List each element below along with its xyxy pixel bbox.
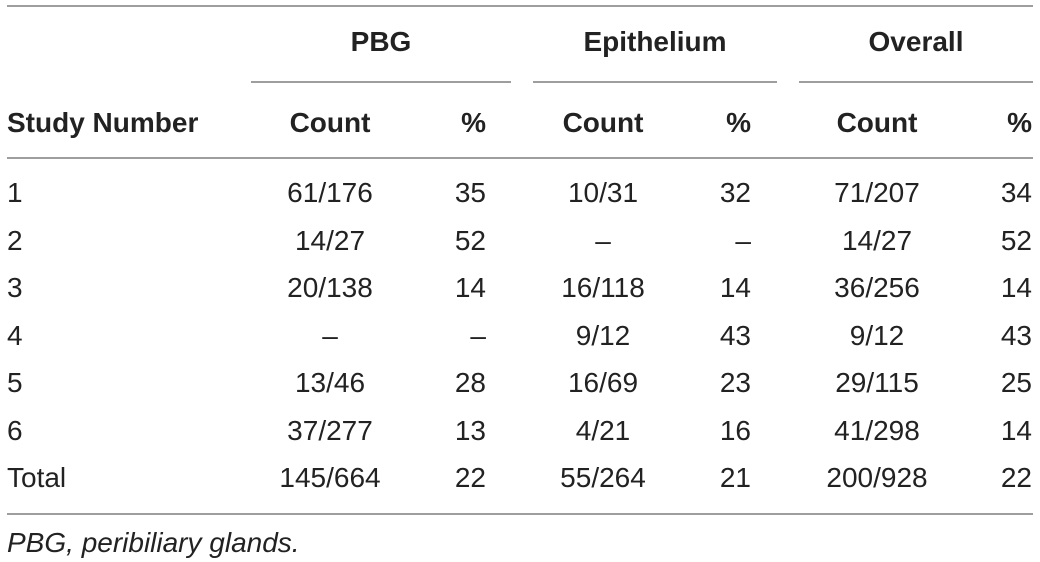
- pbg-count-cell: 145/664: [279, 462, 381, 493]
- overall-count-cell: 29/115: [835, 367, 919, 398]
- pbg-percent-cell: 52: [454, 224, 486, 256]
- epithelium-percent-cell: –: [735, 224, 751, 256]
- epithelium-percent-cell: 14: [719, 272, 751, 303]
- epithelium-count-cell: 16/118: [561, 272, 645, 303]
- epithelium-percent-cell: 23: [719, 367, 751, 398]
- overall-count-cell: 36/256: [834, 272, 920, 303]
- overall-count-cell: 9/12: [849, 319, 905, 351]
- pbg-count-cell: 13/46: [294, 367, 366, 398]
- overall-percent-cell: 43: [1000, 319, 1032, 351]
- pbg-count-cell: 61/176: [287, 177, 373, 208]
- pbg-count-cell: –: [322, 319, 338, 351]
- overall-percent-cell: 14: [1000, 414, 1032, 446]
- overall-count-cell: 41/298: [834, 414, 920, 446]
- overall-percent-cell: 22: [1000, 462, 1032, 493]
- study-number-cell: Total: [7, 462, 67, 493]
- epithelium-percent-cell: 16: [719, 414, 751, 446]
- group-header-epithelium: Epithelium: [583, 26, 727, 57]
- epithelium-count-cell: 16/69: [567, 367, 639, 398]
- overall-count-cell: 200/928: [826, 462, 928, 493]
- overall-count-cell: 14/27: [841, 224, 913, 256]
- subheader-epithelium-count: Count: [562, 107, 644, 138]
- pbg-count-cell: 37/277: [287, 414, 373, 446]
- pbg-count-cell: 14/27: [294, 224, 366, 256]
- subheader-overall-percent: %: [1007, 107, 1032, 138]
- group-header-overall: Overall: [868, 26, 964, 57]
- overall-percent-cell: 52: [1000, 224, 1032, 256]
- epithelium-percent-cell: 32: [719, 177, 751, 208]
- study-number-cell: 3: [7, 272, 23, 303]
- pbg-percent-cell: –: [470, 319, 486, 351]
- subheader-epithelium-percent: %: [726, 107, 751, 138]
- pbg-percent-cell: 35: [454, 177, 486, 208]
- pbg-percent-cell: 13: [454, 414, 486, 446]
- overall-percent-cell: 25: [1000, 367, 1032, 398]
- group-rule-pbg: [251, 81, 511, 83]
- pbg-count-cell: 20/138: [287, 272, 373, 303]
- pbg-percent-cell: 14: [454, 272, 486, 303]
- epithelium-count-cell: 55/264: [560, 462, 646, 493]
- header-rule: [7, 157, 1033, 159]
- epithelium-count-cell: 9/12: [575, 319, 631, 351]
- study-number-cell: 4: [7, 319, 23, 351]
- study-number-cell: 1: [7, 177, 23, 208]
- study-number-cell: 5: [7, 367, 23, 398]
- subheader-pbg-count: Count: [289, 107, 371, 138]
- epithelium-percent-cell: 43: [719, 319, 751, 351]
- group-header-pbg: PBG: [350, 26, 412, 57]
- overall-count-cell: 71/207: [834, 177, 920, 208]
- epithelium-percent-cell: 21: [719, 462, 751, 493]
- subheader-overall-count: Count: [836, 107, 918, 138]
- group-rule-overall: [799, 81, 1033, 83]
- table-footnote: PBG, peribiliary glands.: [7, 527, 300, 558]
- study-number-cell: 2: [7, 224, 23, 256]
- subheader-pbg-percent: %: [461, 107, 486, 138]
- overall-percent-cell: 14: [1000, 272, 1032, 303]
- epithelium-count-cell: –: [595, 224, 611, 256]
- top-rule: [7, 5, 1033, 7]
- epithelium-count-cell: 10/31: [567, 177, 639, 208]
- row-header-label: Study Number: [7, 107, 199, 138]
- overall-percent-cell: 34: [1000, 177, 1032, 208]
- group-rule-epithelium: [533, 81, 777, 83]
- pbg-percent-cell: 22: [454, 462, 486, 493]
- epithelium-count-cell: 4/21: [575, 414, 631, 446]
- bottom-rule: [7, 513, 1033, 515]
- study-number-cell: 6: [7, 414, 23, 446]
- pbg-percent-cell: 28: [454, 367, 486, 398]
